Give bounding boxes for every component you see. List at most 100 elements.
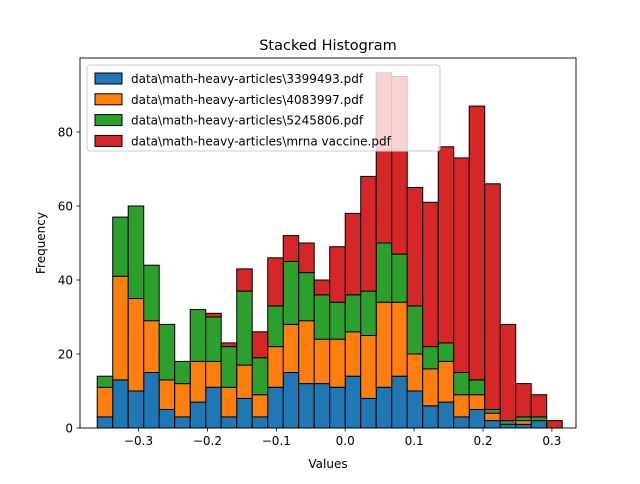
bar-series2-bin22 [422, 368, 439, 407]
y-tick-label: 80 [58, 125, 73, 139]
bar-series1-bin10 [236, 397, 253, 429]
bar-series3-bin4 [143, 264, 160, 322]
bar-series1-bin29 [530, 420, 548, 429]
bar-series3-bin3 [127, 205, 145, 299]
bar-series2-bin15 [313, 338, 331, 385]
bar-series4-bin8 [205, 312, 222, 318]
bar-series1-bin14 [298, 383, 315, 429]
bar-series3-bin23 [437, 342, 455, 362]
legend-swatch [94, 93, 123, 106]
bar-series3-bin5 [158, 323, 176, 381]
bar-series4-bin18 [360, 175, 377, 292]
bar-series3-bin25 [468, 379, 486, 396]
bar-series4-bin24 [453, 157, 470, 373]
bar-series2-bin17 [344, 331, 362, 377]
bar-series2-bin12 [267, 346, 284, 388]
bar-series3-bin14 [298, 272, 315, 322]
bar-series1-bin24 [453, 416, 470, 429]
bar-series3-bin13 [282, 261, 300, 325]
bar-series2-bin10 [236, 364, 253, 399]
bar-series1-bin2 [112, 379, 129, 429]
bar-series1-bin18 [360, 397, 377, 429]
bar-series1-bin4 [143, 372, 160, 429]
bar-series2-bin11 [251, 394, 269, 418]
bar-series3-bin9 [220, 346, 238, 388]
bar-series4-bin11 [251, 331, 269, 359]
legend-swatch [94, 134, 123, 147]
bar-series4-bin25 [468, 105, 486, 381]
bar-series3-bin20 [391, 253, 408, 303]
bar-series4-bin14 [298, 242, 315, 274]
bar-series4-bin21 [406, 187, 424, 307]
bar-series1-bin17 [344, 375, 362, 429]
bar-series2-bin5 [158, 379, 176, 410]
x-tick-label: −0.3 [124, 434, 153, 448]
y-tick-label: 20 [58, 347, 73, 361]
bar-series2-bin4 [143, 320, 160, 374]
bar-series3-bin24 [453, 372, 470, 396]
bar-series2-bin21 [406, 353, 424, 392]
bar-series1-bin6 [174, 416, 191, 429]
bar-series3-bin28 [515, 416, 532, 422]
bar-series1-bin13 [282, 372, 300, 429]
bar-series1-bin16 [329, 386, 346, 429]
legend-box [86, 64, 441, 152]
y-tick-label: 60 [58, 199, 73, 213]
bar-series2-bin1 [96, 386, 114, 418]
bar-series2-bin16 [329, 338, 346, 388]
bar-series4-bin13 [282, 235, 300, 263]
bar-series2-bin20 [391, 301, 408, 377]
bar-series3-bin16 [329, 301, 346, 340]
bar-series1-bin8 [205, 386, 222, 429]
bar-series3-bin10 [236, 290, 253, 366]
bar-series2-bin9 [220, 386, 238, 418]
x-tick-label: 0.3 [542, 434, 561, 448]
x-tick-label: −0.2 [193, 434, 222, 448]
y-axis-label: Frequency [34, 212, 48, 274]
bar-series1-bin5 [158, 409, 176, 429]
bar-series4-bin27 [499, 323, 517, 422]
y-tick-label: 0 [65, 421, 73, 435]
x-tick-label: 0.0 [336, 434, 355, 448]
bar-series3-bin12 [267, 305, 284, 348]
legend-swatch [94, 72, 123, 85]
bar-series1-bin26 [484, 420, 501, 429]
bar-series1-bin15 [313, 383, 331, 429]
bar-series3-bin15 [313, 294, 331, 340]
bar-series4-bin30 [546, 420, 563, 429]
bar-series3-bin19 [375, 242, 393, 303]
legend-swatch [94, 114, 123, 127]
bar-series1-bin9 [220, 416, 238, 429]
bar-series2-bin18 [360, 335, 377, 399]
bar-series2-bin28 [515, 420, 532, 425]
bar-series3-bin27 [499, 420, 517, 425]
chart-title: Stacked Histogram [259, 38, 397, 54]
bar-series1-bin1 [96, 416, 114, 429]
bar-series3-bin7 [189, 309, 207, 362]
bar-series3-bin1 [96, 375, 114, 388]
bar-series2-bin13 [282, 323, 300, 373]
bar-series3-bin21 [406, 305, 424, 355]
y-axis: 0 20 40 60 80 [58, 125, 80, 435]
bar-series2-bin19 [375, 301, 393, 388]
bar-series2-bin7 [189, 360, 207, 403]
legend-label: data\math-heavy-articles\3399493.pdf [131, 72, 364, 86]
legend-label: data\math-heavy-articles\4083997.pdf [131, 93, 364, 107]
bar-series1-bin23 [437, 401, 455, 429]
bar-series4-bin12 [267, 257, 284, 307]
bar-series2-bin6 [174, 383, 191, 418]
bars-layer [96, 72, 563, 429]
bar-series3-bin26 [484, 409, 501, 414]
bar-series4-bin16 [329, 246, 346, 303]
bar-series3-bin6 [174, 360, 191, 385]
bar-series2-bin2 [112, 275, 129, 381]
bar-series1-bin12 [267, 386, 284, 429]
bar-series3-bin29 [530, 416, 548, 422]
bar-series1-bin28 [515, 423, 532, 429]
x-tick-label: −0.1 [262, 434, 291, 448]
bar-series1-bin11 [251, 416, 269, 429]
bar-series4-bin26 [484, 183, 501, 410]
bar-series2-bin3 [127, 298, 145, 392]
x-tick-label: 0.2 [473, 434, 492, 448]
